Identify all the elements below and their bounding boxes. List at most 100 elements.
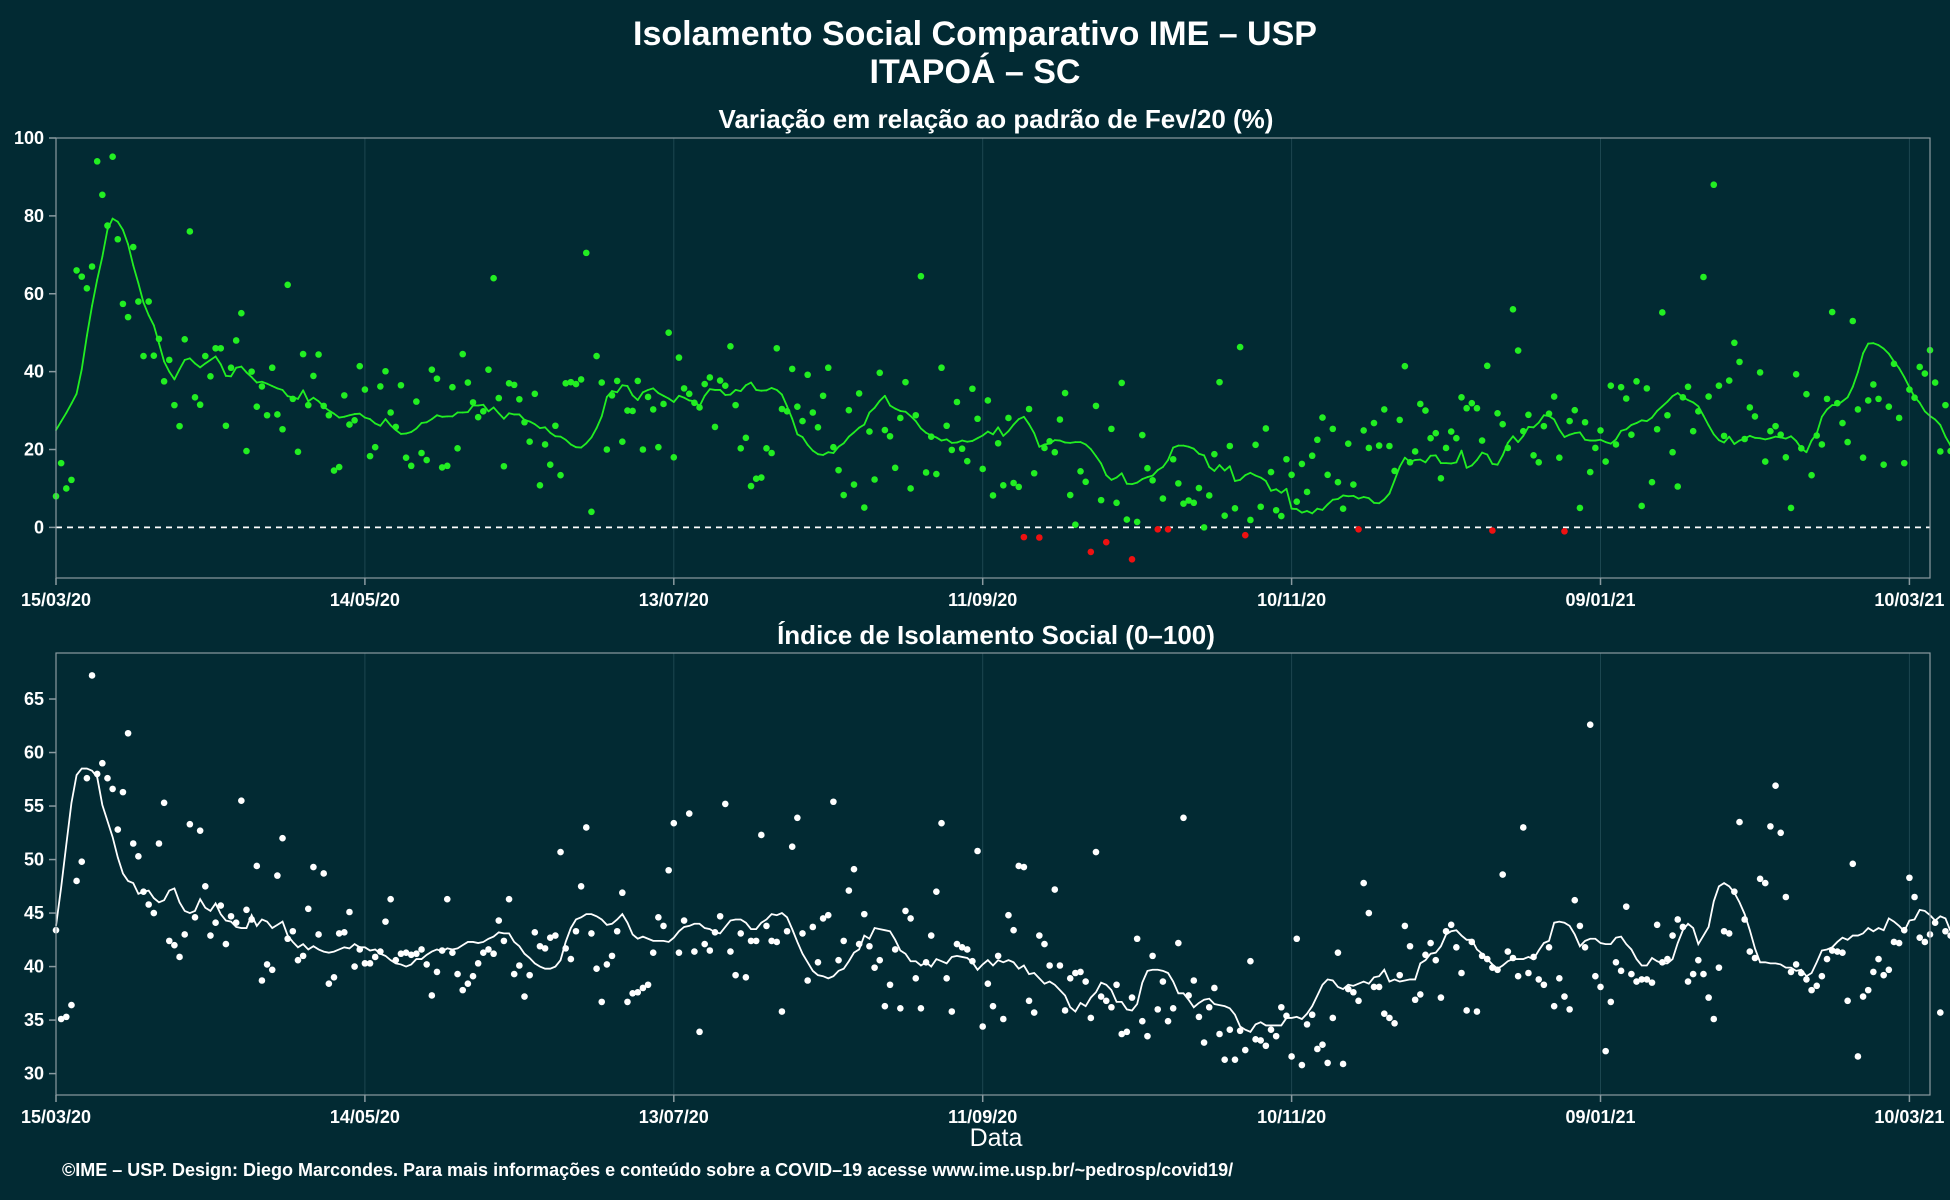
moving-average-segment [652,387,660,394]
moving-average-segment [1208,466,1216,472]
moving-average-segment [1249,471,1257,477]
moving-average-segment [626,385,634,397]
data-point [299,952,307,960]
data-point [1432,956,1440,964]
data-point [1586,468,1594,476]
data-point [788,365,796,373]
moving-average-segment [935,436,943,442]
moving-average-segment [60,412,68,423]
data-point [1622,395,1630,402]
data-point [804,977,811,984]
data-point [510,970,518,978]
main-title: Isolamento Social Comparativo IME – USP [633,15,1317,53]
data-point [1530,953,1537,961]
data-point [1715,382,1723,389]
data-point [567,955,575,963]
data-point [979,1023,986,1030]
data-point [1731,339,1738,347]
moving-average-segment [1434,454,1442,465]
data-point [969,957,976,965]
data-point [1679,923,1687,931]
data-point [572,380,580,388]
data-point [135,853,142,860]
data-point [1406,459,1414,466]
data-point [263,961,271,968]
moving-average-segment [853,426,861,434]
data-point [1499,420,1506,428]
data-point [402,454,410,461]
data-point [191,914,199,921]
data-point [114,235,122,243]
data-point [752,475,760,483]
data-point [1823,955,1831,963]
data-point [850,481,858,488]
data-point [1772,782,1779,790]
data-point [670,453,678,461]
data-point [171,401,178,409]
data-point [1710,181,1718,189]
data-point [1380,406,1388,413]
moving-average-segment [1898,367,1906,378]
data-point [1360,427,1367,434]
moving-average-segment [781,393,788,408]
data-point [253,403,261,410]
data-point [608,952,616,960]
data-point [1684,383,1692,391]
data-point [1056,962,1064,969]
data-point [948,1008,956,1015]
y-tick-label: 45 [24,903,44,923]
data-point [1180,814,1187,822]
moving-average-segment [1311,507,1319,515]
data-point [464,379,472,386]
data-point [1314,1045,1321,1053]
data-point [938,364,945,372]
data-point [505,895,513,903]
data-point [871,476,878,483]
data-point [1756,875,1764,883]
moving-average-segment [281,389,289,398]
data-point [1169,1005,1177,1012]
moving-average-segment [976,434,984,440]
data-point [1025,997,1033,1005]
moving-average-segment [214,355,222,366]
data-point [1453,434,1460,442]
moving-average-segment [981,430,989,437]
data-point [809,923,817,931]
moving-average-segment [466,404,474,414]
data-point [1931,379,1939,386]
moving-average-segment [1718,439,1725,444]
data-point [1396,416,1404,424]
moving-average-segment [101,228,109,258]
data-point [1767,427,1774,435]
moving-average-segment [358,412,366,419]
data-point [1628,431,1635,439]
data-point [1087,548,1095,556]
moving-average-segment [245,371,253,378]
data-point [706,374,714,381]
data-point [1550,393,1558,400]
data-point [639,446,647,453]
data-point [1473,1008,1481,1015]
data-point [624,407,631,414]
data-point [1077,468,1084,475]
data-point [243,906,250,914]
data-point [1906,386,1913,393]
data-point [696,404,703,411]
data-point [1025,405,1033,413]
data-point [1123,516,1131,523]
data-point [397,381,405,389]
data-point [624,998,631,1006]
data-point [1427,939,1434,947]
moving-average-segment [1295,508,1303,514]
moving-average-segment [1784,435,1792,440]
data-point [258,383,266,390]
data-point [814,958,822,966]
data-point [407,951,415,959]
data-point [78,273,86,280]
data-point [680,385,688,392]
data-point [1417,400,1424,408]
moving-average-segment [1918,401,1926,413]
data-point [1669,932,1676,939]
data-point [1252,441,1259,449]
data-point [1890,360,1898,368]
